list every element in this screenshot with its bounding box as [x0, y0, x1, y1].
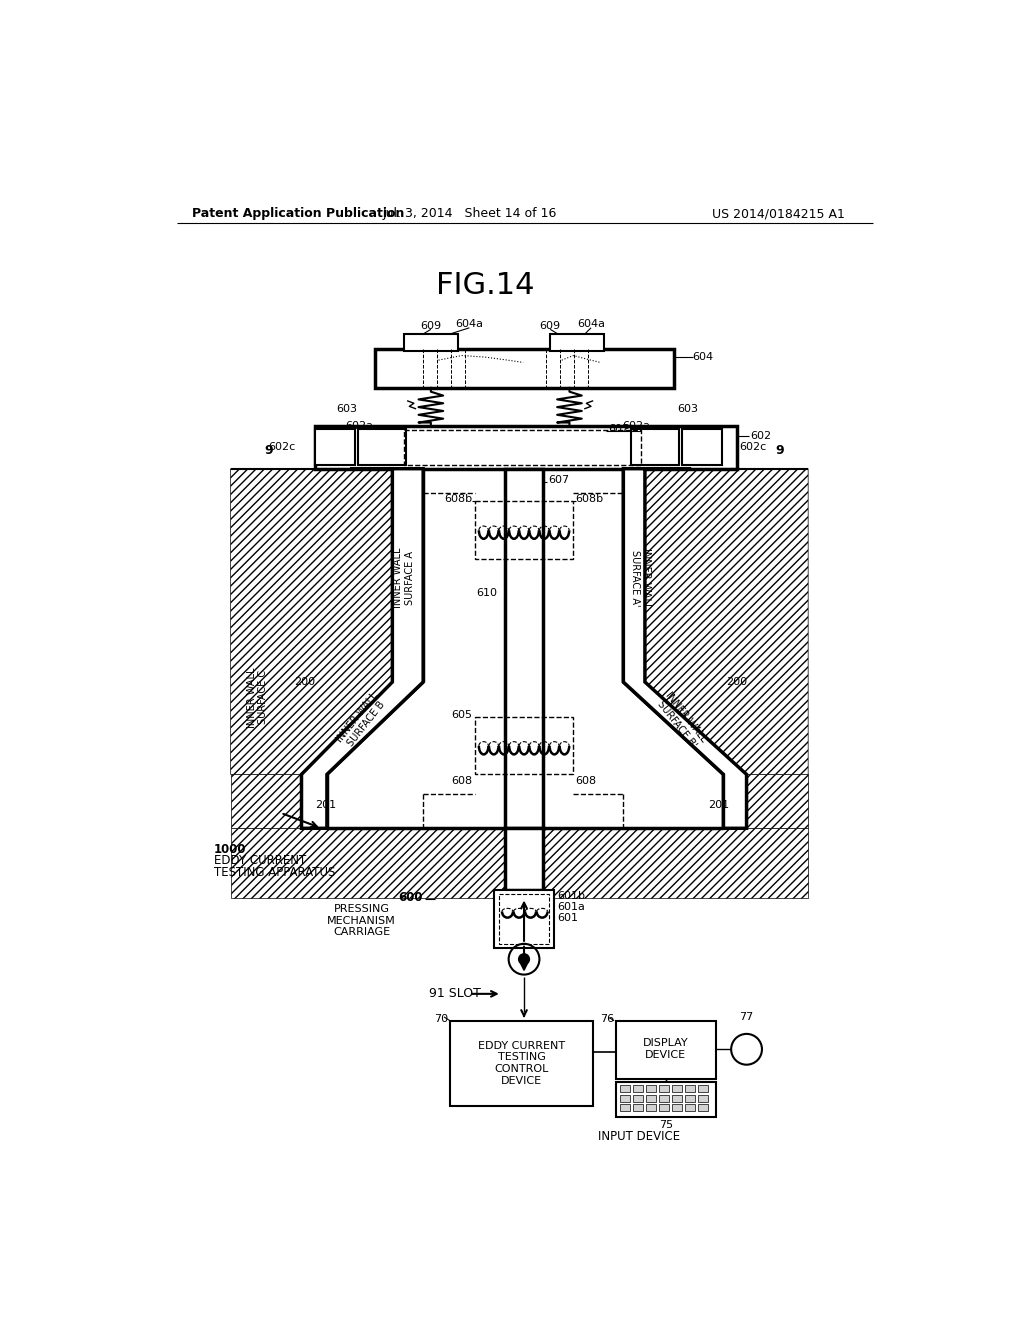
Bar: [475, 717, 573, 775]
Text: 610: 610: [476, 589, 497, 598]
Text: 608b: 608b: [575, 494, 604, 504]
Text: 201: 201: [314, 800, 336, 810]
Text: 200: 200: [294, 677, 315, 686]
Text: 9: 9: [776, 445, 784, 458]
Text: INNER WALL
SURFACE B: INNER WALL SURFACE B: [335, 690, 389, 751]
Text: 604a: 604a: [456, 319, 483, 329]
Bar: [633, 1094, 643, 1102]
Polygon shape: [230, 829, 808, 898]
Text: 607: 607: [548, 475, 569, 486]
Bar: [672, 1085, 682, 1093]
Text: 608b: 608b: [444, 494, 472, 504]
Text: 601: 601: [557, 912, 579, 923]
Polygon shape: [230, 775, 327, 829]
Text: 601b: 601b: [557, 891, 585, 902]
Bar: [682, 429, 722, 465]
Text: INNER WALL
SURFACE A': INNER WALL SURFACE A': [630, 548, 651, 609]
Text: 602: 602: [751, 430, 771, 441]
Bar: [499, 894, 550, 944]
Text: 604a: 604a: [577, 319, 605, 329]
Bar: [505, 469, 544, 829]
Text: INPUT DEVICE: INPUT DEVICE: [598, 1130, 680, 1143]
Bar: [475, 502, 573, 558]
Bar: [620, 1094, 630, 1102]
Text: 602c: 602c: [739, 442, 766, 453]
Bar: [631, 429, 679, 465]
Text: INNER WALL
SURFACE C: INNER WALL SURFACE C: [247, 667, 268, 727]
Text: 601a: 601a: [557, 902, 585, 912]
Bar: [646, 1104, 655, 1111]
Text: 603: 603: [337, 404, 357, 413]
Text: 600: 600: [398, 891, 423, 904]
Text: 603: 603: [677, 404, 698, 413]
Bar: [315, 426, 737, 469]
Bar: [698, 1094, 708, 1102]
Polygon shape: [724, 775, 808, 829]
Text: DISPLAY
DEVICE: DISPLAY DEVICE: [643, 1039, 688, 1060]
Text: 9: 9: [264, 445, 273, 458]
Bar: [403, 334, 458, 351]
Bar: [646, 1094, 655, 1102]
Bar: [633, 1104, 643, 1111]
Bar: [672, 1094, 682, 1102]
Bar: [698, 1104, 708, 1111]
Bar: [403, 430, 641, 465]
Bar: [550, 334, 604, 351]
Bar: [620, 1104, 630, 1111]
Bar: [376, 350, 674, 388]
Text: 609: 609: [540, 321, 561, 331]
Text: 608: 608: [575, 776, 597, 785]
Bar: [646, 1085, 655, 1093]
Bar: [615, 1082, 716, 1117]
Bar: [672, 1104, 682, 1111]
Text: 1000: 1000: [214, 842, 246, 855]
Text: Patent Application Publication: Patent Application Publication: [193, 207, 404, 220]
Bar: [451, 1020, 593, 1105]
Text: EDDY CURRENT: EDDY CURRENT: [214, 854, 306, 867]
Bar: [685, 1094, 695, 1102]
Polygon shape: [230, 469, 423, 775]
Text: TESTING APPARATUS: TESTING APPARATUS: [214, 866, 335, 879]
Text: 602c: 602c: [268, 442, 295, 453]
Polygon shape: [624, 469, 746, 829]
Bar: [505, 829, 544, 890]
Text: 609: 609: [420, 321, 441, 331]
Text: 70: 70: [434, 1014, 449, 1024]
Bar: [315, 429, 355, 465]
Text: 201: 201: [709, 800, 729, 810]
Bar: [620, 1085, 630, 1093]
Text: 604: 604: [692, 352, 714, 362]
Text: 76: 76: [600, 1014, 614, 1024]
Bar: [615, 1020, 716, 1078]
Text: US 2014/0184215 A1: US 2014/0184215 A1: [712, 207, 845, 220]
Bar: [658, 1104, 669, 1111]
Polygon shape: [624, 469, 808, 775]
Bar: [633, 1085, 643, 1093]
Text: FIG.14: FIG.14: [435, 271, 534, 300]
Text: 91 SLOT: 91 SLOT: [429, 987, 481, 1001]
Polygon shape: [301, 469, 423, 829]
Bar: [685, 1085, 695, 1093]
Text: 200: 200: [726, 677, 746, 686]
Text: 608: 608: [452, 776, 472, 785]
Text: 75: 75: [658, 1119, 673, 1130]
Text: 605: 605: [452, 710, 472, 721]
Text: Jul. 3, 2014   Sheet 14 of 16: Jul. 3, 2014 Sheet 14 of 16: [382, 207, 557, 220]
Text: 77: 77: [739, 1012, 754, 1022]
Bar: [685, 1104, 695, 1111]
Bar: [358, 429, 407, 465]
Bar: [658, 1094, 669, 1102]
Text: INNER WALL
SURFACE A: INNER WALL SURFACE A: [393, 548, 415, 609]
Text: PRESSING
MECHANISM
CARRIAGE: PRESSING MECHANISM CARRIAGE: [328, 904, 396, 937]
Text: 602a: 602a: [345, 421, 374, 430]
Text: 602b: 602b: [608, 425, 636, 434]
Text: 602a: 602a: [623, 421, 650, 430]
Bar: [698, 1085, 708, 1093]
Bar: [494, 890, 554, 948]
Circle shape: [518, 954, 529, 965]
Text: INNER WALL
SURFACE B': INNER WALL SURFACE B': [654, 690, 709, 751]
Bar: [658, 1085, 669, 1093]
Text: EDDY CURRENT
TESTING
CONTROL
DEVICE: EDDY CURRENT TESTING CONTROL DEVICE: [478, 1040, 565, 1085]
